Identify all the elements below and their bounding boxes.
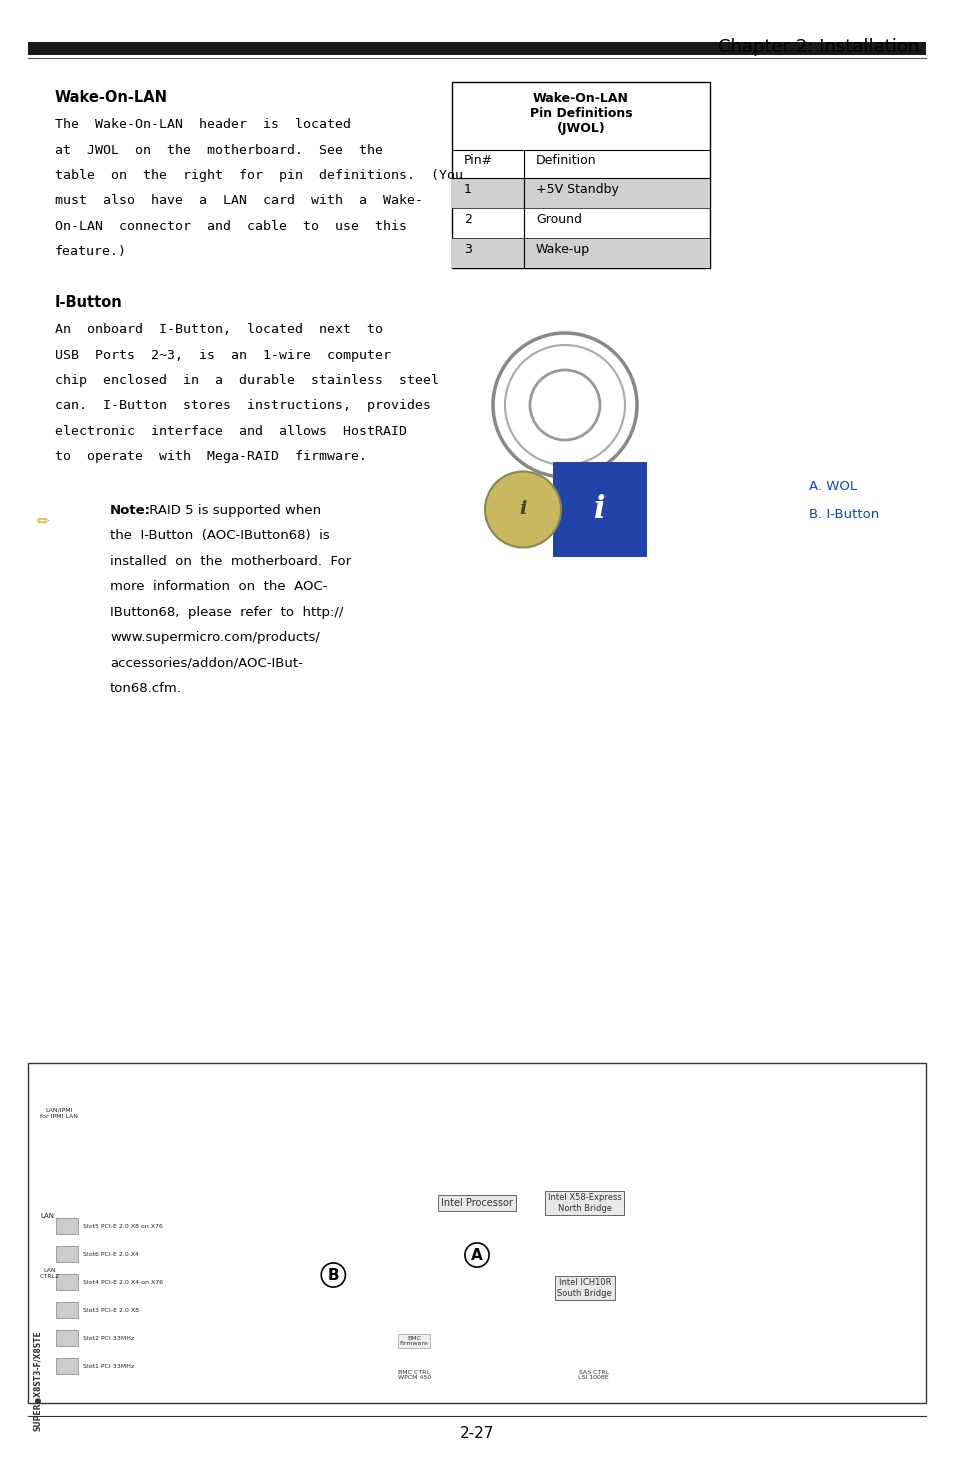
Bar: [56, 1219, 78, 1235]
Text: can.  I-Button  stores  instructions,  provides: can. I-Button stores instructions, provi…: [55, 399, 431, 413]
Text: chip  enclosed  in  a  durable  stainless  steel: chip enclosed in a durable stainless ste…: [55, 375, 438, 386]
Text: 2: 2: [463, 213, 472, 226]
Text: feature.): feature.): [55, 245, 127, 258]
Text: Pin#: Pin#: [463, 155, 493, 168]
Text: Note:: Note:: [110, 504, 151, 518]
Text: Intel X58-Express
North Bridge: Intel X58-Express North Bridge: [547, 1193, 621, 1213]
Text: B. I-Button: B. I-Button: [808, 507, 879, 521]
Text: 1: 1: [463, 184, 472, 195]
Text: www.supermicro.com/products/: www.supermicro.com/products/: [110, 631, 319, 644]
Bar: [56, 1359, 78, 1375]
Bar: [28, 1063, 925, 1403]
Text: the  I-Button  (AOC-IButton68)  is: the I-Button (AOC-IButton68) is: [110, 529, 330, 542]
Bar: [56, 1247, 78, 1263]
Bar: [452, 178, 709, 208]
Text: must  also  have  a  LAN  card  with  a  Wake-: must also have a LAN card with a Wake-: [55, 194, 422, 207]
Text: Wake-up: Wake-up: [536, 243, 590, 257]
Text: Slot2 PCI 33MHz: Slot2 PCI 33MHz: [83, 1336, 134, 1341]
Text: Wake-On-LAN
Pin Definitions
(JWOL): Wake-On-LAN Pin Definitions (JWOL): [529, 92, 632, 136]
Bar: [452, 238, 709, 268]
Text: BMC
Firmware: BMC Firmware: [399, 1336, 428, 1346]
Bar: [28, 42, 925, 55]
Text: Slot4 PCI-E 2.0 X4 on X76: Slot4 PCI-E 2.0 X4 on X76: [83, 1280, 163, 1284]
Text: ✏: ✏: [36, 515, 50, 529]
Text: LAN/IPMI
for IPMI LAN: LAN/IPMI for IPMI LAN: [40, 1108, 78, 1118]
Text: USB  Ports  2~3,  is  an  1-wire  computer: USB Ports 2~3, is an 1-wire computer: [55, 348, 391, 362]
Text: Slot6 PCI-E 2.0 X4: Slot6 PCI-E 2.0 X4: [83, 1252, 139, 1257]
Text: installed  on  the  motherboard.  For: installed on the motherboard. For: [110, 555, 351, 569]
Text: Chapter 2: Installation: Chapter 2: Installation: [717, 38, 918, 55]
Text: Wake-On-LAN: Wake-On-LAN: [55, 90, 168, 105]
Text: Definition: Definition: [536, 155, 596, 168]
Text: SAS CTRL
LSI 1008E: SAS CTRL LSI 1008E: [578, 1369, 608, 1381]
Text: accessories/addon/AOC-IBut-: accessories/addon/AOC-IBut-: [110, 658, 302, 671]
Circle shape: [484, 471, 560, 548]
Text: ton68.cfm.: ton68.cfm.: [110, 682, 182, 695]
Bar: [553, 462, 646, 557]
Text: at  JWOL  on  the  motherboard.  See  the: at JWOL on the motherboard. See the: [55, 143, 382, 156]
Bar: [452, 82, 709, 268]
Text: +5V Standby: +5V Standby: [536, 184, 618, 195]
Text: On-LAN  connector  and  cable  to  use  this: On-LAN connector and cable to use this: [55, 220, 407, 233]
Text: An  onboard  I-Button,  located  next  to: An onboard I-Button, located next to: [55, 324, 382, 335]
Text: The  Wake-On-LAN  header  is  located: The Wake-On-LAN header is located: [55, 118, 351, 131]
Text: IButton68,  please  refer  to  http://: IButton68, please refer to http://: [110, 607, 343, 620]
Text: RAID 5 is supported when: RAID 5 is supported when: [145, 504, 321, 518]
Text: LAN
CTRL2: LAN CTRL2: [40, 1268, 60, 1279]
Text: to  operate  with  Mega-RAID  firmware.: to operate with Mega-RAID firmware.: [55, 451, 367, 464]
Text: BMC CTRL
WPCM 450: BMC CTRL WPCM 450: [397, 1369, 431, 1381]
Bar: [56, 1274, 78, 1290]
Bar: [56, 1330, 78, 1346]
Text: Intel Processor: Intel Processor: [440, 1198, 513, 1209]
Text: Slot1 PCI 33MHz: Slot1 PCI 33MHz: [83, 1363, 134, 1369]
Text: Slot5 PCI-E 2.0 X8 on X76: Slot5 PCI-E 2.0 X8 on X76: [83, 1223, 163, 1229]
Text: A. WOL: A. WOL: [808, 480, 856, 493]
Text: Slot3 PCI-E 2.0 X8: Slot3 PCI-E 2.0 X8: [83, 1308, 139, 1312]
Text: LAN: LAN: [40, 1213, 54, 1219]
Text: B: B: [327, 1267, 338, 1283]
Bar: [56, 1302, 78, 1318]
Text: 2-27: 2-27: [459, 1426, 494, 1441]
Text: Intel ICH10R
South Bridge: Intel ICH10R South Bridge: [557, 1279, 612, 1298]
Text: i: i: [594, 494, 605, 525]
Text: I-Button: I-Button: [55, 295, 123, 311]
Text: electronic  interface  and  allows  HostRAID: electronic interface and allows HostRAID: [55, 424, 407, 437]
Text: table  on  the  right  for  pin  definitions.  (You: table on the right for pin definitions. …: [55, 169, 462, 182]
Text: i: i: [518, 500, 526, 519]
Text: Ground: Ground: [536, 213, 581, 226]
Text: A: A: [471, 1248, 482, 1263]
Text: SUPER●X8ST3-F/X8STE: SUPER●X8ST3-F/X8STE: [33, 1331, 42, 1432]
Text: 3: 3: [463, 243, 472, 257]
Text: more  information  on  the  AOC-: more information on the AOC-: [110, 580, 327, 593]
